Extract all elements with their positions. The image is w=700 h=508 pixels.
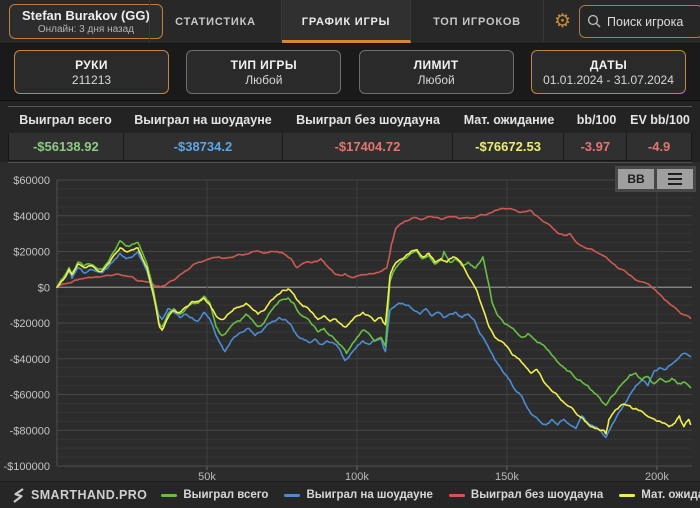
- legend-color-dash: [448, 493, 465, 497]
- y-axis-tick-label: -$80000: [10, 425, 50, 437]
- smarthand-logo-icon: [13, 487, 24, 503]
- legend-label: Выиграл без шоудауна: [470, 489, 604, 501]
- filter-label: ТИП ИГРЫ: [230, 57, 297, 72]
- settings-gear-icon[interactable]: ⚙: [554, 11, 572, 32]
- y-axis-tick-label: $40000: [13, 211, 50, 223]
- y-axis-tick-label: -$40000: [10, 354, 50, 366]
- chart-canvas: $60000 $40000 $20000 $0 -$20000 -$40000 -$6000…: [4, 175, 692, 481]
- footer: SMARTHAND.PRO Выиграл всего Выиграл на шо…: [0, 481, 700, 508]
- stats-table: Выиграл всего Выиграл на шоудауне Выиграл …: [8, 106, 692, 161]
- filter-value: 211213: [71, 72, 112, 87]
- chart-menu-icon[interactable]: [657, 169, 693, 189]
- stats-column-header: bb/100: [576, 113, 617, 127]
- topbar-right: ⚙: [544, 0, 700, 43]
- section-divider: [8, 162, 692, 163]
- stats-column-header: Выиграл без шоудауна: [296, 113, 440, 127]
- stats-value: -$76672.53: [453, 133, 565, 160]
- stats-column-header: Мат. ожидание: [463, 113, 555, 127]
- filter-hands[interactable]: РУКИ 211213: [14, 50, 169, 94]
- stats-value: -4.9: [647, 139, 671, 154]
- legend-label: Выиграл на шоудауне: [306, 489, 433, 501]
- filter-label: ДАТЫ: [589, 57, 628, 72]
- player-name: Stefan Burakov (GG): [22, 8, 150, 23]
- x-axis-tick-label: 150k: [495, 471, 519, 481]
- stats-value: -3.97: [564, 133, 628, 160]
- legend-color-dash: [161, 493, 178, 497]
- winnings-chart: $60000 $40000 $20000 $0 -$20000 -$40000 -$6000…: [0, 162, 700, 481]
- x-axis-tick-label: 200k: [645, 471, 669, 481]
- search-icon: [587, 14, 601, 28]
- x-axis-tick-label: 100k: [345, 471, 369, 481]
- legend-color-dash: [619, 493, 636, 497]
- legend-item[interactable]: Выиграл на шоудауне: [284, 489, 433, 501]
- tab-top-players[interactable]: ТОП ИГРОКОВ: [411, 0, 544, 43]
- filter-bar: РУКИ 211213 ТИП ИГРЫ Любой ЛИМИТ Любой ДАТЫ 01.…: [0, 44, 700, 101]
- series-line: [56, 207, 692, 320]
- stats-column-header: Выиграл на шоудауне: [134, 113, 272, 127]
- y-axis-tick-label: $20000: [13, 247, 50, 259]
- filter-label: РУКИ: [75, 57, 108, 72]
- stats-value: -$17404.72: [283, 133, 453, 160]
- stats-column-header: Выиграл всего: [19, 113, 112, 127]
- x-axis-tick-label: 50k: [198, 471, 216, 481]
- brand-name: SMARTHAND.PRO: [31, 488, 148, 502]
- stats-section: Выиграл всего Выиграл на шоудауне Выиграл …: [0, 101, 700, 162]
- legend-item[interactable]: Выиграл всего: [161, 489, 268, 501]
- legend-color-dash: [284, 493, 301, 497]
- series-line: [56, 247, 692, 435]
- chart-legend: Выиграл всего Выиграл на шоудауне Выиграл …: [161, 489, 700, 501]
- search-input[interactable]: [579, 5, 700, 38]
- stats-value: -$56138.92: [9, 133, 124, 160]
- series-line: [56, 240, 692, 406]
- filter-label: ЛИМИТ: [413, 57, 459, 72]
- brand: SMARTHAND.PRO: [12, 487, 148, 503]
- chart-toolbar: BB: [615, 166, 696, 192]
- stats-values-row: -$56138.92 -$38734.2 -$17404.72 -$76672.53-…: [8, 133, 692, 161]
- topbar: Stefan Burakov (GG) Онлайн: 3 дня назад …: [0, 0, 700, 44]
- tab-statistics[interactable]: СТАТИСТИКА: [150, 0, 282, 43]
- player-chip[interactable]: Stefan Burakov (GG) Онлайн: 3 дня назад: [9, 4, 163, 39]
- player-chip-zone: Stefan Burakov (GG) Онлайн: 3 дня назад: [0, 0, 163, 43]
- stats-column-header: EV bb/100: [630, 113, 690, 127]
- player-online-status: Онлайн: 3 дня назад: [37, 24, 135, 35]
- y-axis-tick-label: $60000: [13, 175, 50, 187]
- stats-value: -$38734.2: [124, 133, 284, 160]
- y-axis-tick-label: -$60000: [10, 390, 50, 402]
- bb-toggle-button[interactable]: BB: [618, 169, 654, 189]
- filter-value: 01.01.2024 - 31.07.2024: [543, 72, 674, 87]
- filter-value: Любой: [417, 72, 455, 87]
- tab-game-graph[interactable]: ГРАФИК ИГРЫ: [282, 0, 411, 43]
- stats-header-row: Выиграл всего Выиграл на шоудауне Выиграл …: [8, 107, 692, 133]
- filter-limit[interactable]: ЛИМИТ Любой: [358, 50, 514, 94]
- main-tabs: СТАТИСТИКА ГРАФИК ИГРЫ ТОП ИГРОКОВ: [149, 0, 544, 43]
- filter-value: Любой: [245, 72, 283, 87]
- legend-label: Мат. ожидание: [641, 489, 700, 501]
- y-axis-tick-label: -$20000: [10, 318, 50, 330]
- legend-item[interactable]: Мат. ожидание: [619, 489, 700, 501]
- legend-item[interactable]: Выиграл без шоудауна: [448, 489, 604, 501]
- player-search: [579, 5, 700, 38]
- series-line: [56, 250, 692, 439]
- legend-label: Выиграл всего: [183, 489, 269, 501]
- y-axis-tick-label: -$100000: [4, 461, 51, 473]
- y-axis-tick-label: $0: [38, 282, 50, 294]
- filter-game-type[interactable]: ТИП ИГРЫ Любой: [186, 50, 342, 94]
- filter-dates[interactable]: ДАТЫ 01.01.2024 - 31.07.2024: [530, 50, 686, 94]
